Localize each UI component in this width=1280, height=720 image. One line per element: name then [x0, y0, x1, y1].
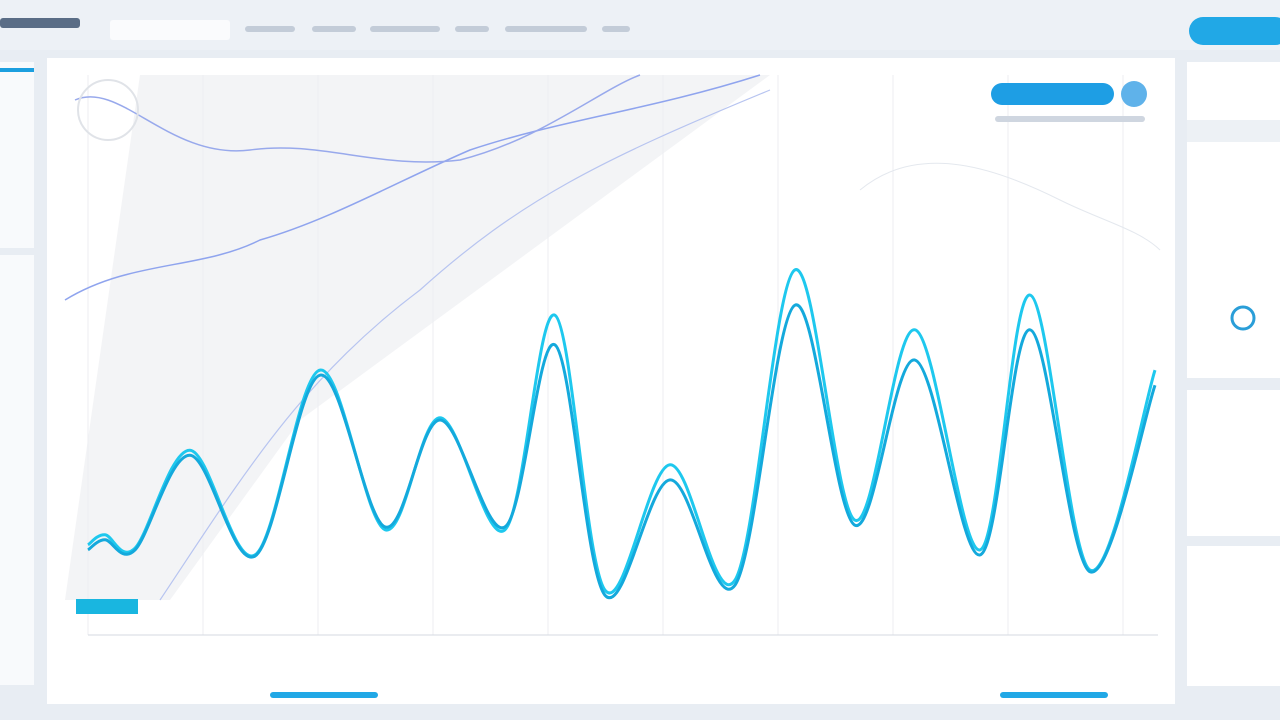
primary-button[interactable] — [1189, 17, 1280, 45]
side-tab[interactable] — [0, 68, 34, 72]
nav-item[interactable] — [505, 26, 587, 32]
nav-item[interactable] — [602, 26, 630, 32]
nav-item[interactable] — [455, 26, 489, 32]
filter-button[interactable] — [991, 83, 1114, 105]
shaded-area — [65, 75, 770, 600]
progress-bar — [1000, 692, 1108, 698]
side-panel — [0, 255, 34, 685]
icon-button[interactable] — [1121, 81, 1147, 107]
series-line — [87, 303, 1157, 600]
side-card — [1187, 546, 1280, 686]
nav-item[interactable] — [245, 26, 295, 32]
legend-chip[interactable] — [76, 599, 138, 614]
nav-item[interactable] — [370, 26, 440, 32]
nav-item[interactable] — [312, 26, 356, 32]
background-line — [64, 74, 761, 301]
avatar-ring — [77, 79, 139, 141]
side-card — [1187, 62, 1280, 378]
progress-bar — [270, 692, 378, 698]
background-line — [74, 74, 641, 163]
side-card-header — [1187, 120, 1280, 142]
logo — [0, 18, 80, 28]
caption — [995, 116, 1145, 122]
side-panel — [0, 62, 34, 248]
background-line — [159, 89, 771, 601]
search-box[interactable] — [110, 20, 230, 40]
background-line — [859, 162, 1161, 251]
status-icon — [1230, 305, 1256, 331]
side-card — [1187, 390, 1280, 536]
